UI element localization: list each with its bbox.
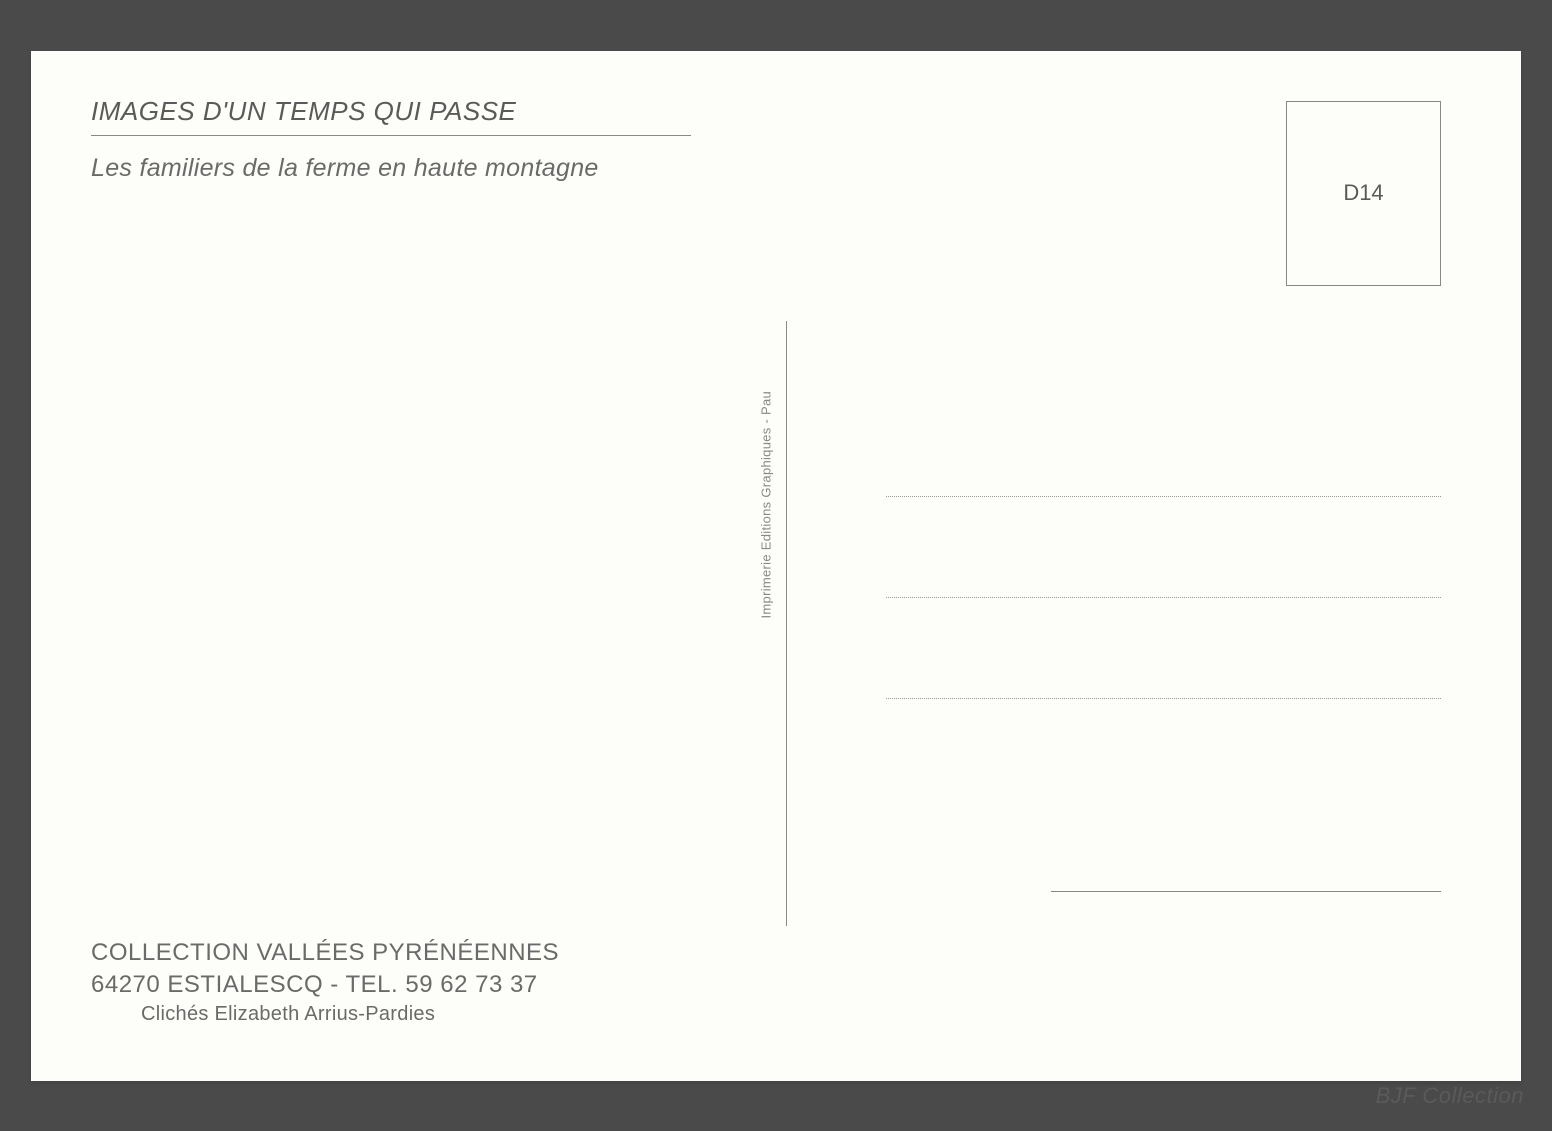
publisher-address: 64270 ESTIALESCQ - TEL. 59 62 73 37 — [91, 971, 559, 999]
postal-code-line — [1051, 891, 1441, 892]
postcard-back: IMAGES D'UN TEMPS QUI PASSE Les familier… — [31, 51, 1521, 1081]
printer-credit: Imprimerie Editions Graphiques - Pau — [759, 390, 774, 618]
address-line — [886, 597, 1441, 598]
watermark: BJF Collection — [1376, 1083, 1524, 1109]
collection-name: COLLECTION VALLÉES PYRÉNÉENNES — [91, 939, 559, 967]
center-divider — [786, 321, 787, 926]
address-lines-container — [886, 496, 1441, 799]
footer-section: COLLECTION VALLÉES PYRÉNÉENNES 64270 EST… — [91, 939, 559, 1026]
address-line — [886, 698, 1441, 699]
photo-credits: Clichés Elizabeth Arrius-Pardies — [91, 1003, 559, 1026]
address-line — [886, 496, 1441, 497]
stamp-box: D14 — [1286, 101, 1441, 286]
series-title: IMAGES D'UN TEMPS QUI PASSE — [91, 96, 691, 136]
card-subtitle: Les familiers de la ferme en haute monta… — [91, 154, 691, 183]
header-section: IMAGES D'UN TEMPS QUI PASSE Les familier… — [91, 96, 691, 183]
stamp-code: D14 — [1343, 180, 1383, 206]
